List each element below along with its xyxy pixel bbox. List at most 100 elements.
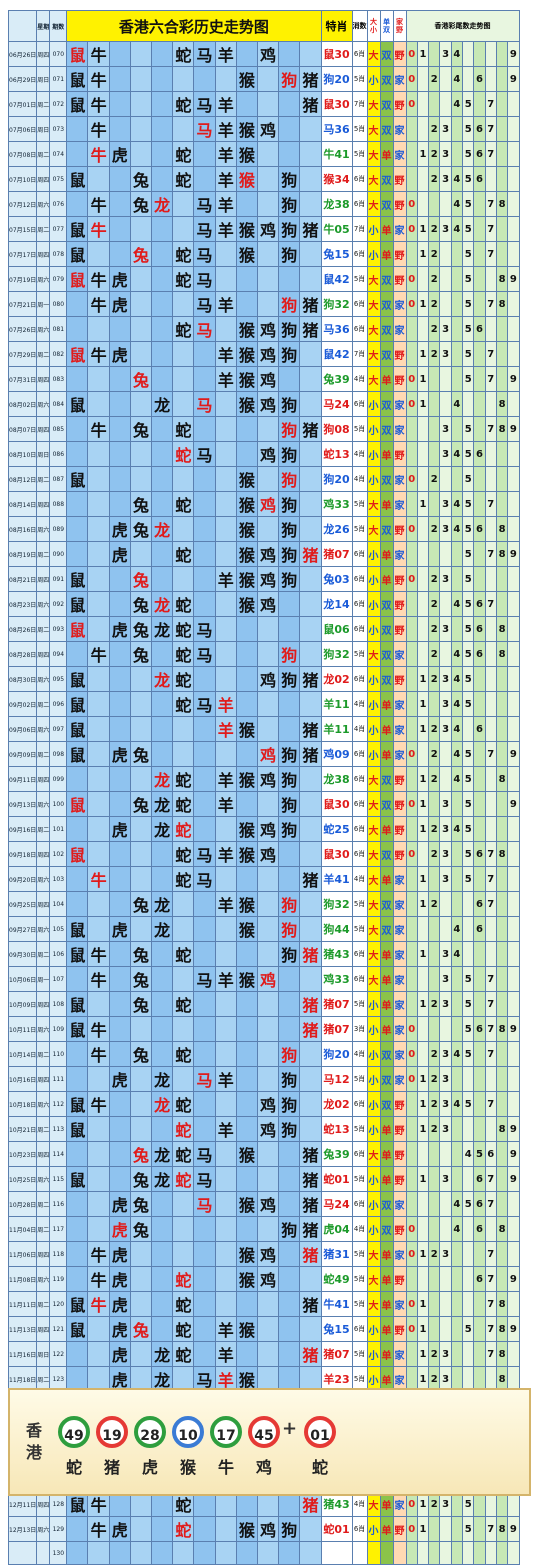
zodiac-cell — [278, 1166, 301, 1192]
zodiac-cell — [66, 866, 89, 892]
zodiac-cell: 狗 — [278, 1091, 301, 1117]
tail-digit-cell: 6 — [473, 116, 486, 142]
tail-digit-cell: 5 — [462, 141, 475, 167]
zodiac-cell — [172, 291, 195, 317]
zodiac-cell — [108, 316, 131, 342]
tail-digit-cell: 8 — [495, 1516, 509, 1542]
zodiac-cell: 马 — [193, 641, 216, 667]
odd-even-cell: 双 — [379, 391, 394, 417]
tail-digit-cell: 0 — [405, 1241, 418, 1267]
zodiac-cell — [129, 266, 153, 292]
tail-digit-cell — [507, 691, 520, 717]
tail-digit-cell: 2 — [428, 716, 441, 742]
tail-digit-cell — [405, 1266, 418, 1292]
big-small-cell: 大 — [366, 791, 381, 817]
table-row: 09月11日 周四 099 龙蛇羊猴鸡狗龙38 6肖大双野 1 2 4 5 8 — [7, 766, 520, 792]
special-zodiac: 猴34 — [320, 166, 353, 192]
odd-even-header: 单双 — [379, 10, 394, 42]
tail-digit-cell — [495, 491, 509, 517]
zodiac-count: 6肖 — [351, 941, 368, 967]
zodiac-cell — [256, 191, 280, 217]
tail-digit-cell — [428, 41, 441, 67]
issue-number: 075 — [49, 166, 68, 192]
zodiac-cell: 猴 — [235, 366, 258, 392]
tail-digit-cell — [507, 191, 520, 217]
draw-date: 11月16日 — [7, 1341, 38, 1367]
big-small-cell: 小 — [366, 1016, 381, 1042]
draw-weekday: 周日 — [36, 441, 51, 467]
tail-digit-cell — [428, 1541, 441, 1565]
zodiac-count: 6肖 — [351, 566, 368, 592]
zodiac-cell — [193, 1216, 216, 1242]
tail-digit-cell: 3 — [439, 41, 452, 67]
zodiac-cell — [235, 1541, 258, 1565]
zodiac-cell: 鼠 — [66, 916, 89, 942]
zodiac-cell — [87, 991, 110, 1017]
zodiac-cell — [151, 1216, 174, 1242]
zodiac-cell — [151, 641, 174, 667]
zodiac-cell: 蛇 — [172, 766, 195, 792]
zodiac-cell — [235, 991, 258, 1017]
zodiac-cell — [193, 1241, 216, 1267]
table-row: 09月09日 周二 098 鼠虎兔鸡狗猪鸡09 6肖小单家 0 2 4 5 7 9 — [7, 741, 520, 767]
zodiac-cell: 鼠 — [66, 41, 89, 67]
tail-digit-cell — [495, 366, 509, 392]
tail-digit-cell — [507, 91, 520, 117]
tail-digit-cell: 0 — [405, 841, 418, 867]
zodiac-cell — [214, 441, 237, 467]
zodiac-cell — [256, 691, 280, 717]
tail-digit-cell: 3 — [439, 1066, 452, 1092]
tail-digit-cell: 0 — [405, 566, 418, 592]
tail-digit-cell: 0 — [405, 291, 418, 317]
zodiac-cell: 马 — [193, 316, 216, 342]
zodiac-count: 7肖 — [351, 341, 368, 367]
zodiac-cell — [172, 1241, 195, 1267]
big-small-cell: 大 — [366, 91, 381, 117]
draw-date: 08月12日 — [7, 466, 38, 492]
zodiac-cell: 兔 — [129, 941, 153, 967]
tail-digit-cell: 1 — [416, 716, 430, 742]
zodiac-count: 5肖 — [351, 1291, 368, 1317]
tail-digit-cell: 0 — [405, 1016, 418, 1042]
zodiac-cell: 猪 — [299, 1191, 322, 1217]
tail-digit-cell: 2 — [428, 1116, 441, 1142]
tail-digit-cell: 1 — [416, 691, 430, 717]
tail-digit-cell: 9 — [507, 1316, 520, 1342]
zodiac-cell — [256, 1541, 280, 1565]
tail-digit-cell — [416, 1016, 430, 1042]
odd-even-cell: 双 — [379, 591, 394, 617]
zodiac-cell — [299, 616, 322, 642]
big-small-cell: 小 — [366, 416, 381, 442]
zodiac-count: 6肖 — [351, 41, 368, 67]
zodiac-cell: 虎 — [108, 516, 131, 542]
zodiac-cell — [256, 266, 280, 292]
tail-digit-cell — [416, 1541, 430, 1565]
tail-digit-cell: 4 — [450, 491, 464, 517]
zodiac-cell: 狗 — [278, 766, 301, 792]
zodiac-cell: 猪 — [299, 716, 322, 742]
zodiac-cell: 狗 — [278, 316, 301, 342]
big-small-cell: 大 — [366, 966, 381, 992]
table-row: 12月13日 周六 129 牛虎蛇猴鸡狗蛇01 6肖小单野 0 1 5 7 8 9 — [7, 1516, 520, 1542]
issue-number: 107 — [49, 966, 68, 992]
tail-digit-cell: 7 — [484, 1241, 497, 1267]
zodiac-cell — [129, 441, 153, 467]
zodiac-cell: 兔 — [129, 1216, 153, 1242]
zodiac-cell: 马 — [193, 191, 216, 217]
issue-number: 076 — [49, 191, 68, 217]
zodiac-cell: 鸡 — [256, 341, 280, 367]
odd-even-cell: 双 — [379, 791, 394, 817]
tail-digit-cell — [462, 941, 475, 967]
tail-digit-cell — [462, 1216, 475, 1242]
history-table: 星期 期数 香港六合彩历史走势图 特肖 消数 大小 单双 家野 香港彩尾数走势图… — [7, 10, 520, 1565]
tail-digit-cell: 7 — [484, 366, 497, 392]
special-zodiac: 狗08 — [320, 416, 353, 442]
tail-digit-cell: 5 — [473, 1141, 486, 1167]
tail-digit-cell — [495, 341, 509, 367]
zodiac-cell — [129, 1516, 153, 1542]
special-zodiac: 牛05 — [320, 216, 353, 242]
tail-digit-cell: 7 — [484, 1266, 497, 1292]
zodiac-cell: 兔 — [129, 366, 153, 392]
zodiac-cell: 鸡 — [256, 591, 280, 617]
tail-digit-cell: 3 — [439, 566, 452, 592]
